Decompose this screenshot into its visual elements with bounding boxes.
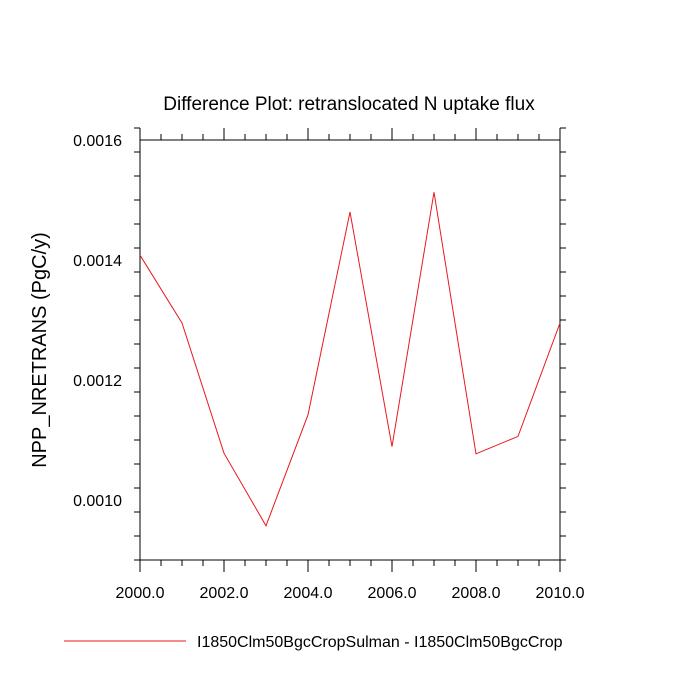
x-tick-label: 2010.0: [536, 585, 585, 602]
y-tick-label: 0.0012: [73, 373, 122, 390]
x-axis: 2000.0 2002.0 2004.0 2006.0 2008.0 2010.0: [116, 128, 585, 602]
series-line: [139, 192, 561, 527]
y-tick-label: 0.0014: [73, 253, 122, 270]
x-tick-label: 2006.0: [368, 585, 417, 602]
y-axis-label: NPP_NRETRANS (PgC/y): [29, 232, 51, 468]
x-tick-label: 2002.0: [200, 585, 249, 602]
y-axis: 0.0010 0.0012 0.0014 0.0016: [73, 127, 566, 561]
y-tick-label: 0.0010: [73, 493, 122, 510]
y-tick-label: 0.0016: [73, 133, 122, 150]
legend-label: I1850Clm50BgcCropSulman - I1850Clm50BgcC…: [197, 634, 563, 651]
x-tick-label: 2000.0: [116, 585, 165, 602]
plot-area: [139, 139, 561, 561]
plot-frame: [139, 139, 561, 561]
x-tick-label: 2008.0: [452, 585, 501, 602]
legend: I1850Clm50BgcCropSulman - I1850Clm50BgcC…: [64, 634, 563, 651]
chart-title: Difference Plot: retranslocated N uptake…: [163, 94, 535, 115]
series-group: [139, 192, 561, 527]
x-tick-label: 2004.0: [284, 585, 333, 602]
